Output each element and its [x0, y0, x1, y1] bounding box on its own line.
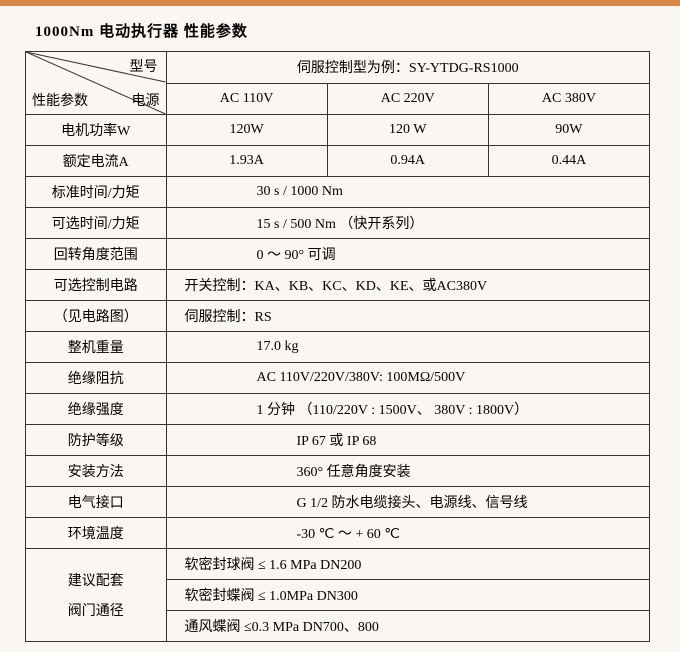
install-label: 安装方法: [26, 456, 167, 487]
spec-table: 型号 电源 性能参数 伺服控制型为例：SY-YTDG-RS1000 AC 110…: [25, 51, 650, 642]
weight-value: 17.0 kg: [166, 332, 650, 363]
insul-res-label: 绝缘阻抗: [26, 363, 167, 394]
insul-res-value: AC 110V/220V/380V: 100MΩ/500V: [166, 363, 650, 394]
valve-label: 建议配套 阀门通径: [26, 549, 167, 642]
opt-time-value: 15 s / 500 Nm （快开系列）: [166, 208, 650, 239]
ctrl-value-2: 伺服控制：RS: [166, 301, 650, 332]
diag-label-model: 型号: [130, 56, 158, 76]
angle-value: 0 ～ 90° 可调: [166, 239, 650, 270]
elec-if-value: G 1/2 防水电缆接头、电源线、信号线: [166, 487, 650, 518]
angle-label: 回转角度范围: [26, 239, 167, 270]
motor-power-v3: 90W: [488, 115, 649, 146]
env-temp-label: 环境温度: [26, 518, 167, 549]
diagonal-header-cell: 型号 电源 性能参数: [26, 52, 167, 115]
valve-v3: 通风蝶阀 ≤0.3 MPa DN700、800: [166, 611, 650, 642]
page-title: 1000Nm 电动执行器 性能参数: [35, 20, 655, 41]
motor-power-label: 电机功率W: [26, 115, 167, 146]
page-container: 1000Nm 电动执行器 性能参数 型号 电源 性能参数 伺服控制型为例：SY-…: [0, 6, 680, 652]
rated-current-label: 额定电流A: [26, 146, 167, 177]
weight-label: 整机重量: [26, 332, 167, 363]
valve-label-1: 建议配套: [32, 570, 160, 590]
rated-current-v2: 0.94A: [327, 146, 488, 177]
diag-label-power: 电源: [132, 90, 160, 110]
model-example-cell: 伺服控制型为例：SY-YTDG-RS1000: [166, 52, 650, 84]
protection-label: 防护等级: [26, 425, 167, 456]
std-time-value: 30 s / 1000 Nm: [166, 177, 650, 208]
insul-str-label: 绝缘强度: [26, 394, 167, 425]
std-time-label: 标准时间/力矩: [26, 177, 167, 208]
install-value: 360° 任意角度安装: [166, 456, 650, 487]
motor-power-v2: 120 W: [327, 115, 488, 146]
power-supply-3: AC 380V: [488, 83, 649, 115]
valve-v2: 软密封蝶阀 ≤ 1.0MPa DN300: [166, 580, 650, 611]
valve-v1: 软密封球阀 ≤ 1.6 MPa DN200: [166, 549, 650, 580]
motor-power-v1: 120W: [166, 115, 327, 146]
opt-time-label: 可选时间/力矩: [26, 208, 167, 239]
env-temp-value: -30 ℃ ～ + 60 ℃: [166, 518, 650, 549]
ctrl-value-1: 开关控制：KA、KB、KC、KD、KE、或AC380V: [166, 270, 650, 301]
rated-current-v1: 1.93A: [166, 146, 327, 177]
ctrl-label-2: （见电路图）: [26, 301, 167, 332]
diag-label-params: 性能参数: [32, 90, 88, 110]
valve-label-2: 阀门通径: [32, 600, 160, 620]
power-supply-1: AC 110V: [166, 83, 327, 115]
protection-value: IP 67 或 IP 68: [166, 425, 650, 456]
insul-str-value: 1 分钟 （110/220V : 1500V、 380V : 1800V）: [166, 394, 650, 425]
power-supply-2: AC 220V: [327, 83, 488, 115]
ctrl-label-1: 可选控制电路: [26, 270, 167, 301]
rated-current-v3: 0.44A: [488, 146, 649, 177]
elec-if-label: 电气接口: [26, 487, 167, 518]
